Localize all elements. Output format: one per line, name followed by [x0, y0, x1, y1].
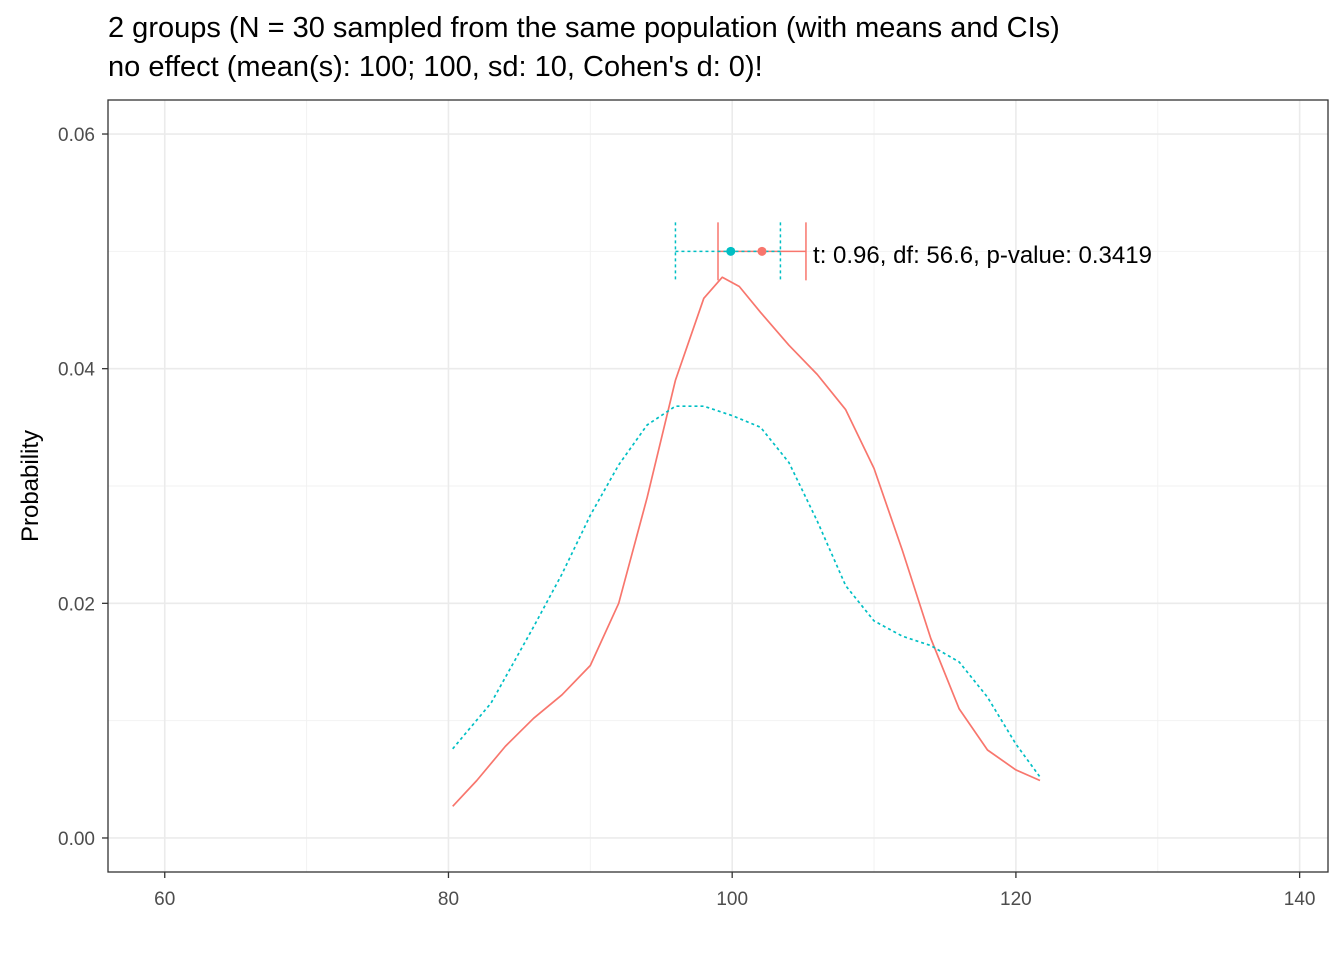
chart-title-line-2: no effect (mean(s): 100; 100, sd: 10, Co…	[108, 51, 763, 83]
mean-point-group1	[757, 246, 767, 256]
panel-border	[107, 99, 1329, 873]
y-tick-label: 0.02	[58, 594, 95, 615]
y-axis-label: Probability	[17, 430, 44, 542]
grid-lines	[108, 100, 1328, 872]
x-tick-label: 100	[716, 889, 748, 910]
y-tick-label: 0.04	[58, 360, 95, 381]
density-curve-group1	[452, 276, 1041, 807]
x-tick-label: 80	[438, 889, 459, 910]
x-tick-label: 120	[1000, 889, 1032, 910]
y-tick-label: 0.00	[58, 829, 95, 850]
axes: 60 80 100 120 140 0.00 0.02 0.04 0.06	[58, 125, 1315, 910]
density-curve-group2	[452, 405, 1041, 778]
confidence-intervals	[674, 222, 807, 281]
mean-point-group2	[726, 246, 736, 256]
t-test-annotation: t: 0.96, df: 56.6, p-value: 0.3419	[813, 242, 1152, 269]
chart-title-line-1: 2 groups (N = 30 sampled from the same p…	[108, 12, 1060, 44]
y-tick-label: 0.06	[58, 125, 95, 146]
x-tick-label: 60	[154, 889, 175, 910]
density-curves	[452, 276, 1041, 807]
x-tick-label: 140	[1284, 889, 1316, 910]
